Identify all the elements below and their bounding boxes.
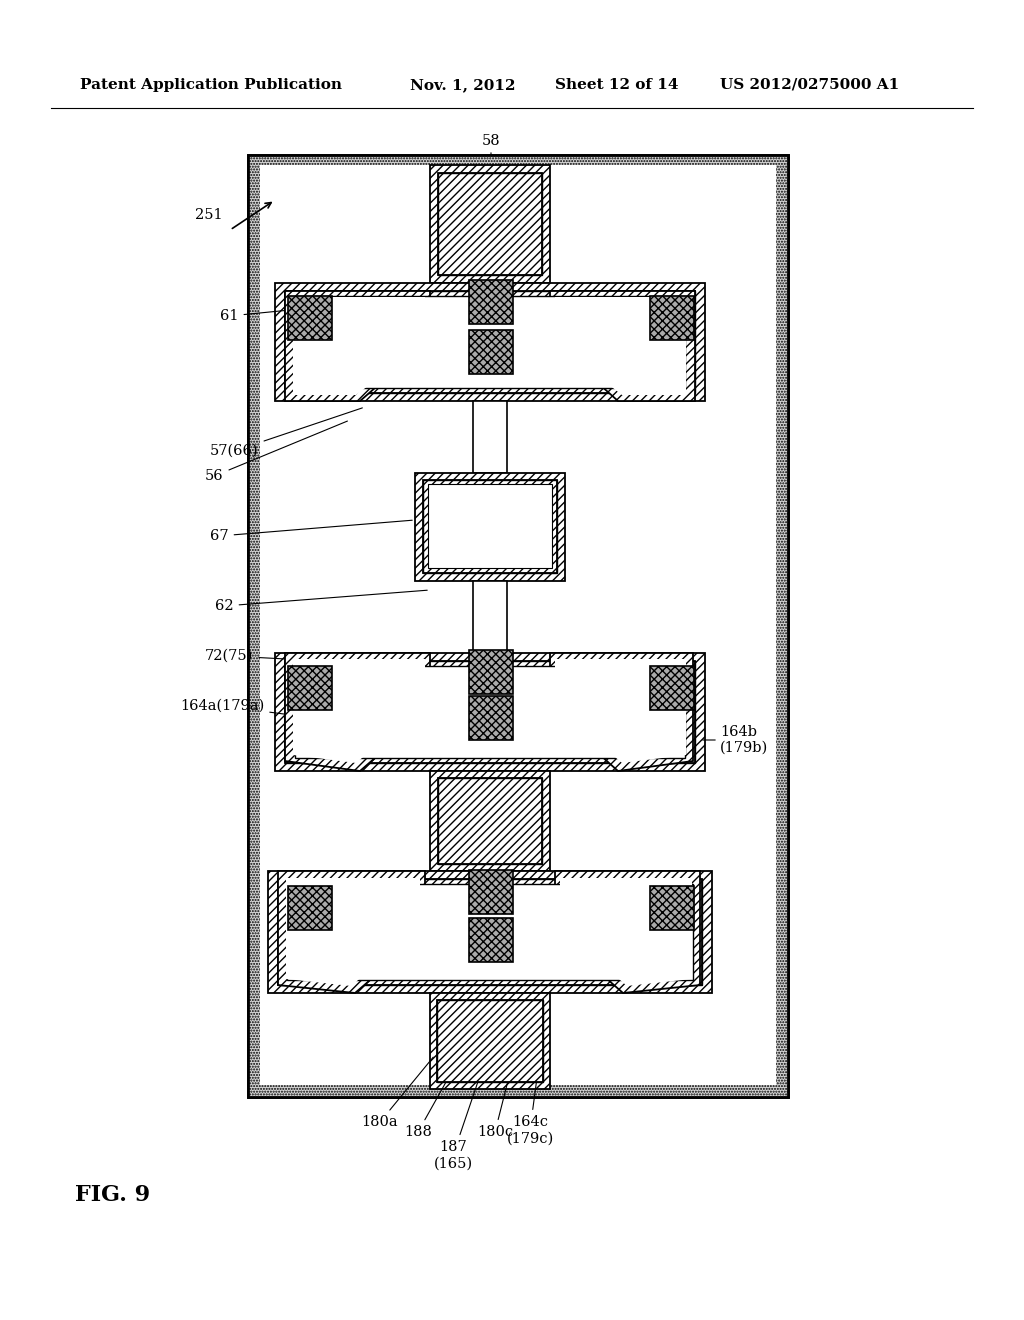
- Bar: [248, 154, 788, 1097]
- Bar: [469, 696, 513, 741]
- Polygon shape: [285, 653, 430, 771]
- Bar: [415, 473, 565, 581]
- Polygon shape: [293, 659, 425, 763]
- Bar: [295, 667, 685, 758]
- Bar: [260, 165, 776, 1085]
- Bar: [430, 165, 550, 282]
- Text: 62: 62: [215, 590, 427, 612]
- Bar: [469, 330, 513, 374]
- Bar: [438, 173, 542, 275]
- Bar: [437, 1001, 543, 1082]
- Bar: [438, 777, 542, 865]
- Polygon shape: [555, 297, 686, 395]
- Bar: [650, 667, 694, 710]
- Bar: [288, 667, 332, 710]
- Text: Patent Application Publication: Patent Application Publication: [80, 78, 342, 92]
- Bar: [650, 296, 694, 341]
- Text: FIG. 9: FIG. 9: [75, 1184, 151, 1206]
- Polygon shape: [293, 297, 425, 395]
- Polygon shape: [286, 878, 420, 986]
- Bar: [469, 649, 513, 694]
- Text: Nov. 1, 2012: Nov. 1, 2012: [410, 78, 515, 92]
- Bar: [428, 484, 552, 568]
- Bar: [473, 401, 507, 473]
- Bar: [278, 879, 702, 985]
- Bar: [288, 296, 332, 341]
- Bar: [285, 661, 695, 763]
- Bar: [423, 480, 557, 573]
- Bar: [430, 993, 550, 1089]
- Polygon shape: [285, 290, 430, 401]
- Bar: [287, 884, 693, 979]
- Text: 180a: 180a: [361, 1057, 433, 1129]
- Bar: [260, 165, 776, 1085]
- Bar: [268, 871, 712, 993]
- Bar: [275, 282, 705, 401]
- Bar: [275, 653, 705, 771]
- Bar: [295, 667, 685, 758]
- Bar: [438, 777, 542, 865]
- Text: 61: 61: [220, 309, 288, 323]
- Text: 56: 56: [205, 421, 347, 483]
- Text: 164b
(179b): 164b (179b): [720, 725, 768, 755]
- Bar: [287, 884, 693, 979]
- Polygon shape: [550, 653, 693, 771]
- Bar: [469, 917, 513, 962]
- Bar: [278, 879, 702, 985]
- Text: 58: 58: [481, 135, 501, 148]
- Text: 72(75): 72(75): [205, 649, 397, 665]
- Bar: [430, 771, 550, 871]
- Polygon shape: [555, 871, 700, 993]
- Bar: [438, 173, 542, 275]
- Text: 67: 67: [210, 520, 413, 543]
- Text: 164a(179a): 164a(179a): [180, 700, 328, 719]
- Bar: [469, 870, 513, 913]
- Bar: [437, 1001, 543, 1082]
- Text: 187
(165): 187 (165): [433, 1057, 486, 1171]
- Bar: [469, 280, 513, 323]
- Bar: [288, 886, 332, 931]
- Text: Sheet 12 of 14: Sheet 12 of 14: [555, 78, 679, 92]
- Text: 188: 188: [404, 1060, 459, 1139]
- Text: 180c: 180c: [477, 1060, 513, 1139]
- Polygon shape: [550, 290, 695, 401]
- Text: 57(66): 57(66): [210, 408, 362, 458]
- Text: US 2012/0275000 A1: US 2012/0275000 A1: [720, 78, 899, 92]
- Bar: [295, 296, 685, 388]
- Polygon shape: [560, 878, 692, 986]
- Polygon shape: [555, 659, 686, 763]
- Bar: [423, 480, 557, 573]
- Polygon shape: [278, 871, 425, 993]
- Bar: [248, 154, 788, 1097]
- Bar: [285, 290, 695, 393]
- Bar: [285, 661, 695, 763]
- Bar: [295, 296, 685, 388]
- Bar: [285, 290, 695, 393]
- Bar: [650, 886, 694, 931]
- Bar: [473, 581, 507, 653]
- Text: 251: 251: [195, 209, 222, 222]
- Text: 164c
(179c): 164c (179c): [507, 1057, 554, 1146]
